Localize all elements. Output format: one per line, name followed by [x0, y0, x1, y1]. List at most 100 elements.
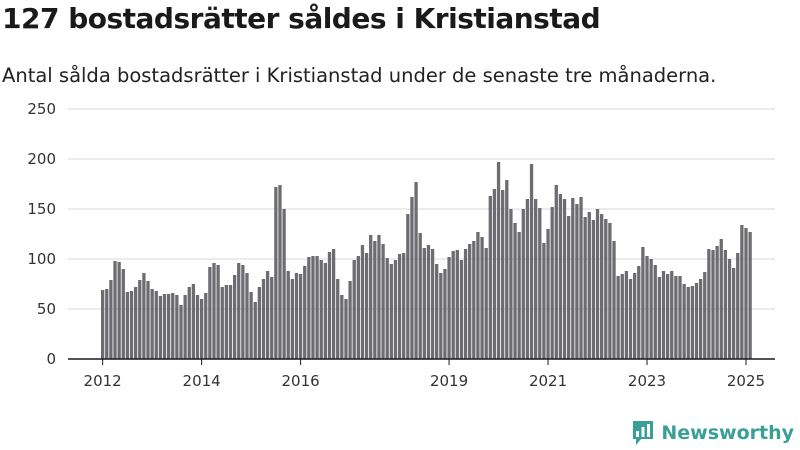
bar [249, 292, 253, 359]
bar [360, 245, 365, 359]
bar [265, 271, 270, 359]
x-axis-ticks: 2012 2014 2016 2019 2021 2023 2025 [84, 359, 765, 390]
bar [138, 280, 142, 359]
x-tick-label: 2023 [628, 372, 666, 390]
bar [311, 256, 315, 359]
bar [270, 277, 274, 359]
bar [443, 269, 447, 359]
bar [158, 296, 163, 359]
bar [389, 264, 393, 359]
bar [208, 267, 212, 359]
bar [336, 279, 340, 359]
bar [369, 235, 373, 359]
bar [105, 289, 109, 359]
bar [352, 260, 356, 359]
bar [513, 223, 517, 359]
bar [579, 197, 583, 359]
bar [727, 259, 732, 359]
bar [476, 232, 480, 359]
y-tick-label: 50 [37, 300, 56, 318]
bar [604, 219, 608, 359]
bar [439, 273, 443, 359]
newsworthy-logo-icon [633, 421, 654, 445]
bar [204, 293, 208, 359]
bar [472, 241, 476, 359]
bar [538, 208, 542, 359]
bar [451, 251, 455, 359]
bar [620, 274, 624, 359]
bar [381, 244, 385, 359]
bar [356, 256, 360, 359]
bar [496, 162, 501, 359]
y-tick-label: 0 [46, 350, 56, 368]
bar [435, 264, 439, 359]
bar [146, 281, 150, 359]
bar [657, 277, 662, 359]
bar [253, 302, 257, 359]
bar [402, 253, 406, 359]
bar [637, 266, 641, 359]
bar [661, 271, 666, 359]
bar [707, 249, 711, 359]
bar [665, 274, 670, 359]
bar [195, 295, 200, 359]
bar [567, 216, 571, 359]
bar [698, 279, 703, 359]
bar [101, 290, 105, 359]
bar [261, 279, 266, 359]
bar [166, 294, 171, 359]
bar [480, 237, 484, 359]
bar [488, 196, 492, 359]
y-tick-label: 100 [27, 250, 56, 268]
bar [142, 273, 146, 359]
bar [191, 284, 196, 359]
x-tick-label: 2019 [430, 372, 468, 390]
bar [331, 249, 336, 359]
bar [323, 263, 327, 359]
y-axis-ticks: 0 50 100 150 200 250 [27, 100, 56, 368]
bar [426, 245, 431, 359]
bar [678, 276, 682, 359]
bar [129, 291, 134, 359]
bar [245, 273, 249, 359]
bar [216, 265, 220, 359]
bar [447, 257, 451, 359]
bar [633, 273, 637, 359]
bar [591, 220, 596, 359]
bar [397, 254, 402, 359]
bar [670, 271, 674, 359]
y-tick-label: 200 [27, 150, 56, 168]
bar [109, 280, 113, 359]
bar [113, 261, 117, 359]
bar [715, 246, 719, 359]
bar [587, 212, 591, 359]
bar [121, 269, 125, 359]
bar [430, 249, 435, 359]
bar [327, 252, 332, 359]
bar [294, 273, 299, 359]
bar [571, 198, 575, 359]
bar [558, 194, 563, 359]
bar [340, 295, 344, 359]
bar [410, 197, 414, 359]
bar [455, 250, 459, 359]
x-tick-label: 2014 [183, 372, 221, 390]
bar [521, 209, 525, 359]
bar [228, 285, 233, 359]
x-tick-label: 2025 [727, 372, 765, 390]
bar [583, 217, 587, 359]
bar [529, 164, 534, 359]
bar [307, 257, 311, 359]
bar [348, 281, 352, 359]
bar [298, 274, 303, 359]
bar [154, 291, 158, 359]
bar [418, 233, 422, 359]
bar [550, 207, 554, 359]
bar [187, 287, 191, 359]
bar [162, 294, 167, 359]
bar [224, 285, 229, 359]
bar [575, 204, 579, 359]
brand-name: Newsworthy [661, 422, 794, 444]
bar [414, 182, 418, 359]
